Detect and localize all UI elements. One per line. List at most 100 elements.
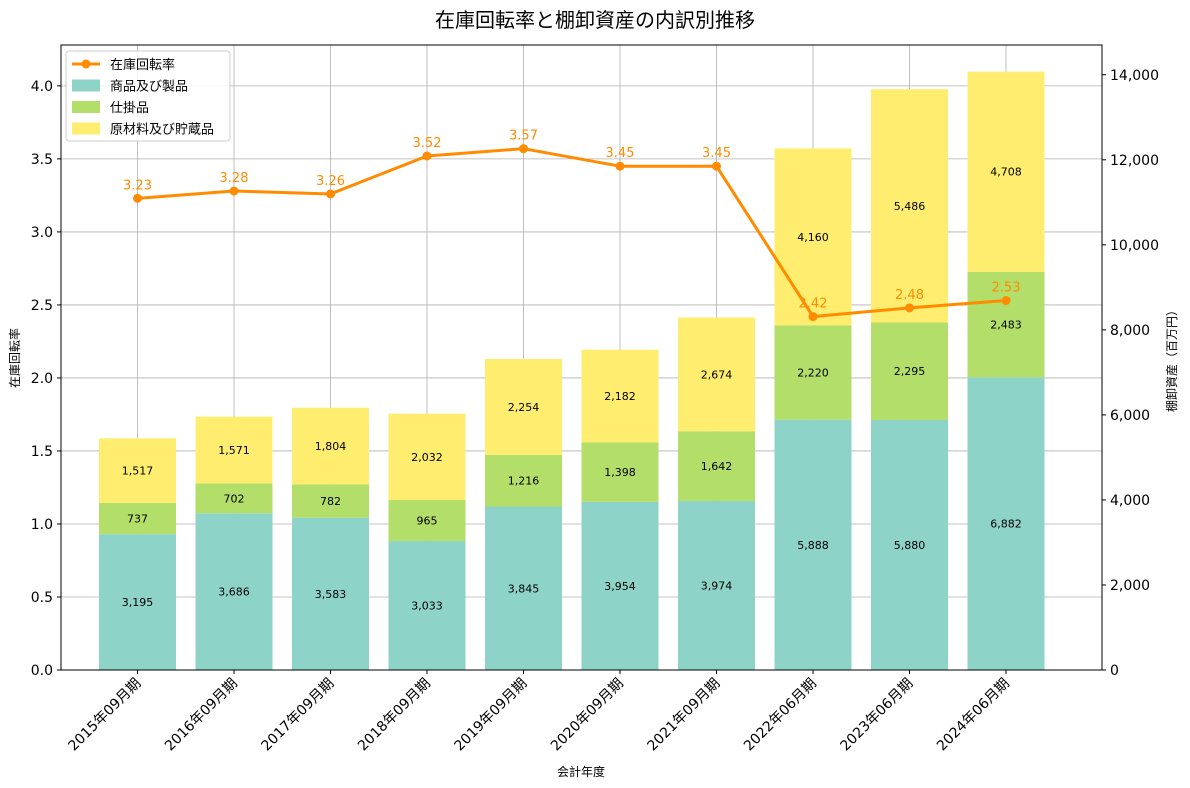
bar-segment [967, 271, 1045, 378]
bar-data-label: 3,033 [411, 600, 443, 613]
y-left-tick-label: 4.0 [31, 79, 53, 95]
y-right-tick-label: 2,000 [1110, 578, 1150, 594]
turnover-line [137, 147, 1007, 319]
turnover-data-label: 3.45 [606, 146, 635, 161]
turnover-point [229, 186, 239, 196]
turnover-point [808, 312, 818, 322]
bar-data-label: 5,486 [894, 200, 926, 213]
y-axis-left-label: 在庫回転率 [7, 328, 22, 388]
bar-label-layer: 3,195 3,686 3,583 3,033 3,845 3,954 3,974 5,888… [122, 166, 1022, 613]
bar-data-label: 3,583 [315, 588, 347, 601]
bar-segment [774, 325, 852, 420]
bar-data-label: 2,032 [411, 451, 443, 464]
turnover-data-label: 2.53 [992, 281, 1021, 296]
y-right-tick-label: 14,000 [1110, 68, 1159, 84]
x-tick-label: 2024年06月期 [934, 676, 1013, 755]
bar-segment [195, 513, 273, 670]
y-right-tick-label: 6,000 [1110, 408, 1150, 424]
y-left-tick-label: 2.0 [31, 371, 53, 387]
x-tick-label: 2020年09月期 [548, 676, 627, 755]
y-left-tick-label: 3.0 [31, 225, 53, 241]
bar-segment [581, 442, 659, 502]
turnover-point [712, 161, 721, 171]
bar-data-label: 2,674 [701, 368, 733, 381]
legend-swatch [72, 101, 100, 113]
bar-segment [292, 484, 369, 518]
bar-segment [871, 89, 948, 323]
turnover-point [905, 303, 914, 313]
bar-segment [871, 420, 948, 670]
bar-segment [195, 483, 273, 514]
legend-label: 在庫回転率 [110, 57, 175, 73]
bar-data-label: 3,974 [701, 580, 733, 593]
bar-data-label: 3,686 [218, 586, 250, 599]
turnover-data-label: 3.28 [220, 171, 249, 186]
bar-segment [774, 148, 852, 326]
bar-data-label: 3,195 [122, 596, 154, 609]
turnover-data-label: 3.57 [509, 129, 538, 144]
bar-segment [967, 71, 1045, 272]
y-left-tick-label: 0.0 [31, 663, 53, 679]
bar-segment [485, 506, 562, 670]
y-left-tick-label: 3.5 [31, 152, 53, 168]
bar-data-label: 3,845 [508, 582, 540, 595]
y-left-tick-label: 1.0 [31, 517, 53, 533]
bar-data-label: 5,880 [894, 539, 926, 552]
bar-data-label: 5,888 [797, 539, 829, 552]
bar-segment [388, 413, 466, 501]
legend-box [65, 50, 231, 142]
legend-label: 商品及び製品 [110, 80, 188, 95]
legend-label: 仕掛品 [110, 101, 149, 116]
bar-segment [485, 358, 562, 455]
turnover-point [615, 161, 625, 171]
bar-data-label: 782 [320, 495, 341, 508]
bar-segment [774, 419, 852, 670]
turnover-point [422, 151, 432, 161]
turnover-point [1001, 296, 1011, 306]
bar-segment [195, 416, 273, 484]
y-right-tick-label: 8,000 [1110, 323, 1150, 339]
bar-data-label: 6,882 [990, 518, 1022, 531]
bar-data-label: 2,254 [508, 401, 540, 414]
bar-segment [292, 407, 369, 485]
legend-swatch [72, 122, 100, 135]
x-tick-label: 2016年09月期 [162, 676, 241, 755]
bar-segment [388, 500, 466, 542]
y-left-tick-label: 0.5 [31, 590, 53, 606]
bar-data-label: 2,182 [604, 390, 636, 403]
bar-data-label: 1,642 [701, 460, 733, 473]
x-tick-label: 2017年09月期 [259, 676, 338, 755]
turnover-point [519, 144, 528, 154]
bar-segment [581, 501, 659, 670]
bar-data-label: 2,220 [797, 366, 829, 379]
chart-title: 在庫回転率と棚卸資産の内訳別推移 [435, 8, 755, 32]
turnover-data-label: 3.23 [123, 178, 152, 193]
bar-segment [967, 377, 1045, 670]
bar-segment [99, 502, 176, 535]
bar-layer [99, 71, 1045, 670]
legend-swatch [72, 79, 100, 92]
y-right-tick-label: 0 [1110, 663, 1119, 679]
bar-segment [292, 517, 369, 670]
turnover-data-label: 2.48 [895, 288, 924, 303]
legend-line-marker [81, 59, 91, 69]
bar-data-label: 3,954 [604, 580, 636, 593]
bar-data-label: 1,398 [604, 466, 636, 479]
bar-segment [678, 501, 755, 670]
bar-segment [388, 541, 466, 670]
y-left-tick-label: 1.5 [31, 444, 53, 460]
bar-data-label: 1,216 [508, 475, 540, 488]
plot-frame [60, 44, 1103, 671]
bar-data-label: 1,517 [122, 465, 154, 478]
y-right-tick-label: 10,000 [1110, 238, 1159, 254]
bar-data-label: 4,708 [990, 166, 1022, 179]
x-tick-label: 2023年06月期 [838, 676, 917, 755]
turnover-data-label: 3.52 [413, 136, 442, 151]
x-tick-label: 2022年06月期 [741, 676, 820, 755]
line-layer: 3.23 3.28 3.26 3.52 3.57 3.45 3.45 2.42 2.48 2.53 [123, 129, 1021, 322]
turnover-point [133, 193, 142, 203]
bar-segment [678, 431, 755, 502]
bar-segment [871, 322, 948, 420]
